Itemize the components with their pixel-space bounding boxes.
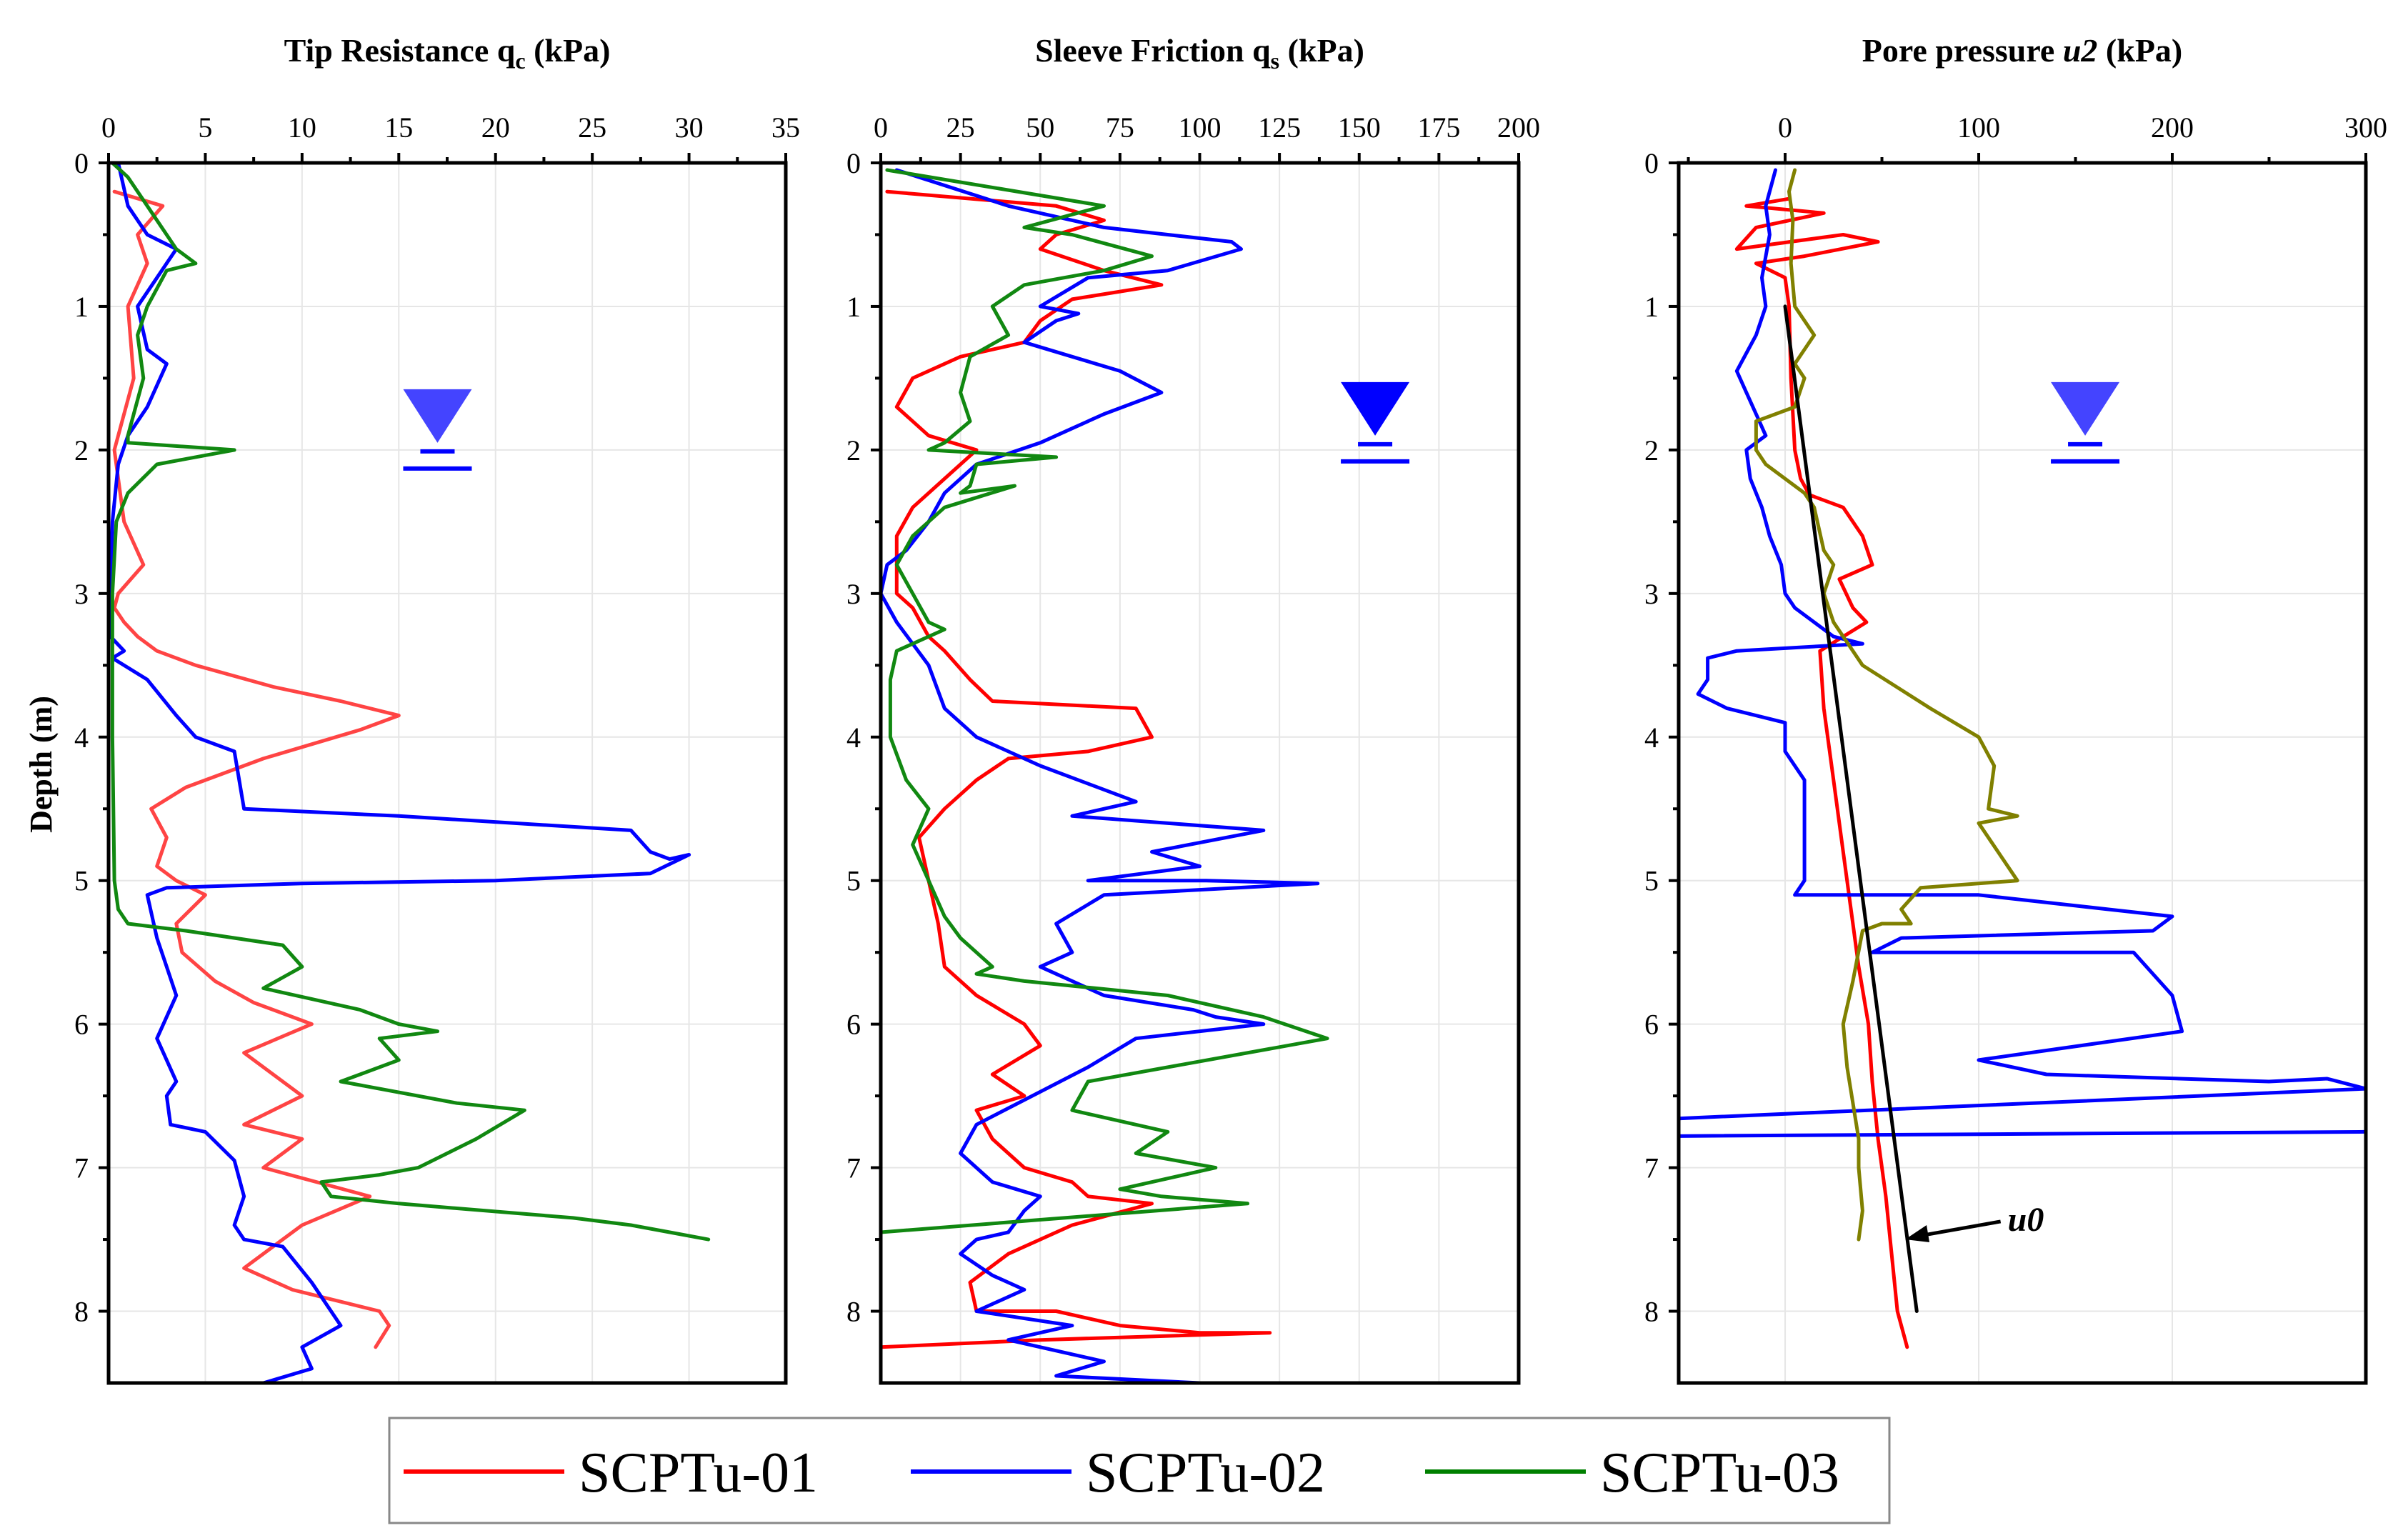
water-table-symbol [1341, 381, 1410, 464]
x-tick-label: 100 [1179, 111, 1222, 144]
annotation-label: u0 [2008, 1201, 2044, 1239]
annotation-arrowhead [1905, 1225, 1930, 1243]
series-u0 [1783, 304, 1919, 1313]
x-tick-label: 25 [946, 111, 975, 144]
y-tick-label: 0 [846, 147, 861, 179]
y-tick-label: 0 [74, 147, 89, 179]
legend-frame [388, 1417, 1891, 1524]
x-tick-label: 0 [101, 111, 116, 144]
x-tick-label: 35 [771, 111, 800, 144]
series-group [109, 163, 711, 1383]
panel-frame [106, 161, 788, 1385]
series-scptu-03 [881, 168, 1329, 1234]
y-tick-label: 4 [74, 721, 89, 754]
x-tick-label: 150 [1338, 111, 1381, 144]
y-tick-label: 3 [1644, 578, 1659, 610]
water-table-symbol [403, 389, 472, 471]
x-tick-label: 100 [1957, 111, 2000, 144]
series-scptu-03 [1754, 168, 2019, 1242]
y-tick-label: 0 [1644, 147, 1659, 179]
legend: SCPTu-01 SCPTu-02 SCPTu-03 [388, 1417, 1891, 1524]
x-tick-label: 25 [578, 111, 606, 144]
series-scptu-02 [881, 168, 1320, 1383]
y-tick-label: 8 [846, 1296, 861, 1328]
water-table-symbol [2051, 381, 2120, 464]
y-tick-label: 7 [846, 1152, 861, 1184]
y-tick-label: 8 [1644, 1296, 1659, 1328]
x-tick-label: 200 [1497, 111, 1540, 144]
x-tick-label: 50 [1026, 111, 1054, 144]
panel-title: Sleeve Friction qs (kPa) [1035, 32, 1364, 74]
series-scptu-01 [1734, 196, 1909, 1349]
x-tick-label: 0 [874, 111, 888, 144]
panel-frame [1677, 161, 2368, 1385]
series-scptu-02 [1679, 168, 2366, 1138]
annotation-arrow [1919, 1219, 2002, 1238]
y-tick-label: 6 [846, 1009, 861, 1041]
x-tick-label: 20 [481, 111, 510, 144]
x-tick-label: 125 [1258, 111, 1301, 144]
y-tick-label: 4 [1644, 721, 1659, 754]
panel-1: 0 5 10 15 20 25 30 35 0 1 2 3 4 5 6 7 8 Tip Resistance qc… [74, 32, 800, 1385]
x-tick-label: 300 [2344, 111, 2387, 144]
y-tick-label: 5 [74, 865, 89, 897]
series-scptu-01 [112, 189, 401, 1349]
x-tick-label: 175 [1417, 111, 1460, 144]
y-tick-label: 7 [1644, 1152, 1659, 1184]
x-tick-label: 0 [1778, 111, 1792, 144]
panel-3: 0 100 200 300 0 1 2 3 4 5 6 7 8 Pore pressure u2 (kPa… [1644, 32, 2387, 1385]
legend-label-scptu-01: SCPTu-01 [579, 1442, 818, 1504]
panel-frame [879, 161, 1521, 1385]
y-axis-label: Depth (m) [24, 696, 59, 833]
y-tick-label: 6 [1644, 1009, 1659, 1041]
y-tick-label: 2 [1644, 434, 1659, 466]
x-tick-label: 30 [675, 111, 704, 144]
y-tick-label: 7 [74, 1152, 89, 1184]
panel-title: Tip Resistance qc (kPa) [284, 32, 611, 74]
y-tick-label: 1 [1644, 291, 1659, 323]
series-group [1679, 168, 2366, 1349]
y-tick-label: 4 [846, 721, 861, 754]
y-tick-label: 3 [846, 578, 861, 610]
y-tick-label: 1 [846, 291, 861, 323]
panel-2: 0 25 50 75 100 125 150 175 200 0 1 2 3 4 5 6 7 8 Sleeve Fr… [846, 32, 1540, 1385]
series-scptu-02 [109, 163, 691, 1383]
panel-title: Pore pressure u2 (kPa) [1862, 32, 2183, 69]
x-tick-label: 15 [384, 111, 413, 144]
legend-label-scptu-02: SCPTu-02 [1086, 1442, 1325, 1504]
y-tick-label: 8 [74, 1296, 89, 1328]
y-tick-label: 2 [74, 434, 89, 466]
x-tick-label: 10 [288, 111, 316, 144]
legend-label-scptu-03: SCPTu-03 [1600, 1442, 1839, 1504]
y-tick-label: 1 [74, 291, 89, 323]
x-tick-label: 75 [1106, 111, 1134, 144]
y-tick-label: 3 [74, 578, 89, 610]
y-tick-label: 5 [846, 865, 861, 897]
series-group [881, 168, 1329, 1383]
series-scptu-01 [881, 189, 1272, 1349]
x-tick-label: 200 [2151, 111, 2194, 144]
series-scptu-03 [110, 163, 711, 1242]
y-tick-label: 2 [846, 434, 861, 466]
y-tick-label: 6 [74, 1009, 89, 1041]
y-tick-label: 5 [1644, 865, 1659, 897]
x-tick-label: 5 [198, 111, 212, 144]
